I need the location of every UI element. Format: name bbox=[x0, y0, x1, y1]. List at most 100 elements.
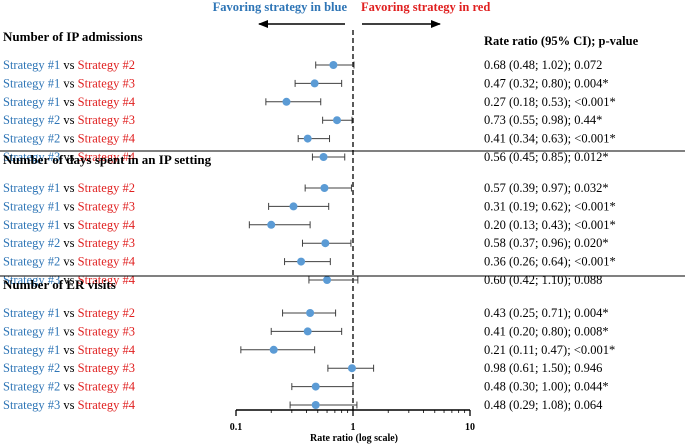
comparison-label: Strategy #3 vs Strategy #4 bbox=[3, 273, 136, 287]
blue-strategy: Strategy #3 bbox=[3, 398, 60, 412]
blue-strategy: Strategy #3 bbox=[3, 150, 60, 164]
comparison-label: Strategy #1 vs Strategy #3 bbox=[3, 76, 135, 90]
red-strategy: Strategy #2 bbox=[78, 306, 135, 320]
estimate-point bbox=[320, 184, 329, 192]
vs-connector: vs bbox=[60, 273, 77, 287]
comparison-label: Strategy #1 vs Strategy #4 bbox=[3, 95, 136, 109]
rate-ratio-value: 0.41 (0.20; 0.80); 0.008* bbox=[484, 324, 609, 338]
red-strategy: Strategy #3 bbox=[78, 199, 135, 213]
red-strategy: Strategy #4 bbox=[78, 273, 136, 287]
rate-ratio-value: 0.48 (0.29; 1.08); 0.064 bbox=[484, 398, 603, 412]
estimate-point bbox=[311, 401, 320, 409]
comparison-label: Strategy #2 vs Strategy #3 bbox=[3, 113, 135, 127]
red-strategy: Strategy #2 bbox=[78, 181, 135, 195]
x-axis-label: Rate ratio (log scale) bbox=[310, 433, 398, 444]
rate-ratio-value: 0.68 (0.48; 1.02); 0.072 bbox=[484, 58, 602, 72]
x-tick-label: 0.1 bbox=[230, 422, 243, 433]
vs-connector: vs bbox=[60, 181, 77, 195]
red-strategy: Strategy #4 bbox=[78, 95, 136, 109]
rate-ratio-value: 0.57 (0.39; 0.97); 0.032* bbox=[484, 181, 609, 195]
blue-strategy: Strategy #1 bbox=[3, 324, 60, 338]
red-strategy: Strategy #4 bbox=[78, 398, 136, 412]
comparison-row: Strategy #1 vs Strategy #4 0.21 (0.11; 0.… bbox=[3, 343, 615, 357]
red-strategy: Strategy #4 bbox=[78, 132, 136, 146]
vs-connector: vs bbox=[60, 132, 77, 146]
comparison-row: Strategy #1 vs Strategy #3 0.31 (0.19; 0.… bbox=[3, 199, 616, 213]
red-strategy: Strategy #2 bbox=[78, 58, 135, 72]
red-strategy: Strategy #3 bbox=[78, 361, 135, 375]
estimate-point bbox=[310, 79, 319, 88]
comparison-label: Strategy #2 vs Strategy #4 bbox=[3, 132, 136, 146]
estimate-point bbox=[347, 364, 356, 373]
section-3: Number of ER visits Strategy #1 vs Strate… bbox=[0, 275, 685, 412]
estimate-point bbox=[329, 61, 338, 69]
red-strategy: Strategy #3 bbox=[78, 113, 135, 127]
column-header: Rate ratio (95% CI); p-value bbox=[484, 34, 639, 48]
vs-connector: vs bbox=[60, 95, 77, 109]
comparison-label: Strategy #2 vs Strategy #4 bbox=[3, 380, 136, 394]
comparison-label: Strategy #1 vs Strategy #2 bbox=[3, 58, 135, 72]
blue-strategy: Strategy #1 bbox=[3, 218, 60, 232]
rate-ratio-value: 0.56 (0.45; 0.85); 0.012* bbox=[484, 150, 609, 164]
blue-strategy: Strategy #2 bbox=[3, 113, 60, 127]
estimate-point bbox=[289, 202, 298, 211]
vs-connector: vs bbox=[60, 306, 77, 320]
blue-strategy: Strategy #3 bbox=[3, 273, 60, 287]
red-strategy: Strategy #3 bbox=[78, 236, 135, 250]
blue-strategy: Strategy #2 bbox=[3, 255, 60, 269]
rate-ratio-value: 0.98 (0.61; 1.50); 0.946 bbox=[484, 361, 602, 375]
x-ticks: 0.1 1 10 bbox=[230, 410, 475, 433]
rate-ratio-value: 0.60 (0.42; 1.10); 0.088 bbox=[484, 273, 602, 287]
comparison-row: Strategy #2 vs Strategy #4 0.41 (0.34; 0.… bbox=[3, 132, 616, 146]
estimate-point bbox=[321, 239, 330, 248]
comparison-row: Strategy #2 vs Strategy #3 0.98 (0.61; 1.… bbox=[3, 361, 602, 375]
comparison-row: Strategy #2 vs Strategy #4 0.36 (0.26; 0.… bbox=[3, 255, 616, 269]
comparison-row: Strategy #2 vs Strategy #3 0.73 (0.55; 0.… bbox=[3, 113, 602, 127]
comparison-label: Strategy #1 vs Strategy #2 bbox=[3, 181, 135, 195]
section-title: Number of ER visits bbox=[3, 277, 116, 292]
rate-ratio-value: 0.20 (0.13; 0.43); <0.001* bbox=[484, 218, 616, 232]
rate-ratio-value: 0.27 (0.18; 0.53); <0.001* bbox=[484, 95, 616, 109]
comparison-row: Strategy #3 vs Strategy #4 0.60 (0.42; 1.… bbox=[3, 273, 602, 287]
rate-ratio-value: 0.31 (0.19; 0.62); <0.001* bbox=[484, 199, 616, 213]
x-tick-label: 1 bbox=[351, 422, 356, 433]
vs-connector: vs bbox=[60, 361, 77, 375]
blue-strategy: Strategy #2 bbox=[3, 380, 60, 394]
section-title: Number of IP admissions bbox=[3, 29, 143, 44]
comparison-row: Strategy #1 vs Strategy #3 0.47 (0.32; 0.… bbox=[3, 76, 609, 90]
estimate-point bbox=[303, 134, 312, 143]
comparison-label: Strategy #2 vs Strategy #4 bbox=[3, 255, 136, 269]
estimate-point bbox=[306, 309, 315, 317]
section-1: Number of IP admissions Strategy #1 vs St… bbox=[3, 29, 616, 164]
estimate-point bbox=[297, 257, 306, 266]
blue-strategy: Strategy #2 bbox=[3, 361, 60, 375]
comparison-label: Strategy #3 vs Strategy #4 bbox=[3, 398, 136, 412]
vs-connector: vs bbox=[60, 343, 77, 357]
comparison-label: Strategy #1 vs Strategy #2 bbox=[3, 306, 135, 320]
estimate-point bbox=[269, 345, 278, 354]
blue-strategy: Strategy #1 bbox=[3, 76, 60, 90]
comparison-row: Strategy #2 vs Strategy #4 0.48 (0.30; 1.… bbox=[3, 380, 609, 394]
vs-connector: vs bbox=[60, 113, 77, 127]
sections: Number of IP admissions Strategy #1 vs St… bbox=[0, 29, 685, 412]
rate-ratio-value: 0.48 (0.30; 1.00); 0.044* bbox=[484, 380, 609, 394]
red-strategy: Strategy #4 bbox=[78, 150, 136, 164]
rate-ratio-value: 0.73 (0.55; 0.98); 0.44* bbox=[484, 113, 602, 127]
estimate-point bbox=[323, 276, 332, 284]
vs-connector: vs bbox=[60, 199, 77, 213]
rate-ratio-value: 0.43 (0.25; 0.71); 0.004* bbox=[484, 306, 609, 320]
vs-connector: vs bbox=[60, 76, 77, 90]
comparison-label: Strategy #2 vs Strategy #3 bbox=[3, 361, 135, 375]
rate-ratio-value: 0.41 (0.34; 0.63); <0.001* bbox=[484, 132, 616, 146]
estimate-point bbox=[303, 327, 312, 336]
blue-strategy: Strategy #2 bbox=[3, 236, 60, 250]
vs-connector: vs bbox=[60, 236, 77, 250]
blue-strategy: Strategy #1 bbox=[3, 306, 60, 320]
vs-connector: vs bbox=[60, 324, 77, 338]
red-strategy: Strategy #4 bbox=[78, 343, 136, 357]
x-tick-label: 10 bbox=[465, 422, 475, 433]
red-strategy: Strategy #3 bbox=[78, 324, 135, 338]
vs-connector: vs bbox=[60, 255, 77, 269]
comparison-row: Strategy #2 vs Strategy #3 0.58 (0.37; 0.… bbox=[3, 236, 609, 250]
rate-ratio-value: 0.58 (0.37; 0.96); 0.020* bbox=[484, 236, 609, 250]
